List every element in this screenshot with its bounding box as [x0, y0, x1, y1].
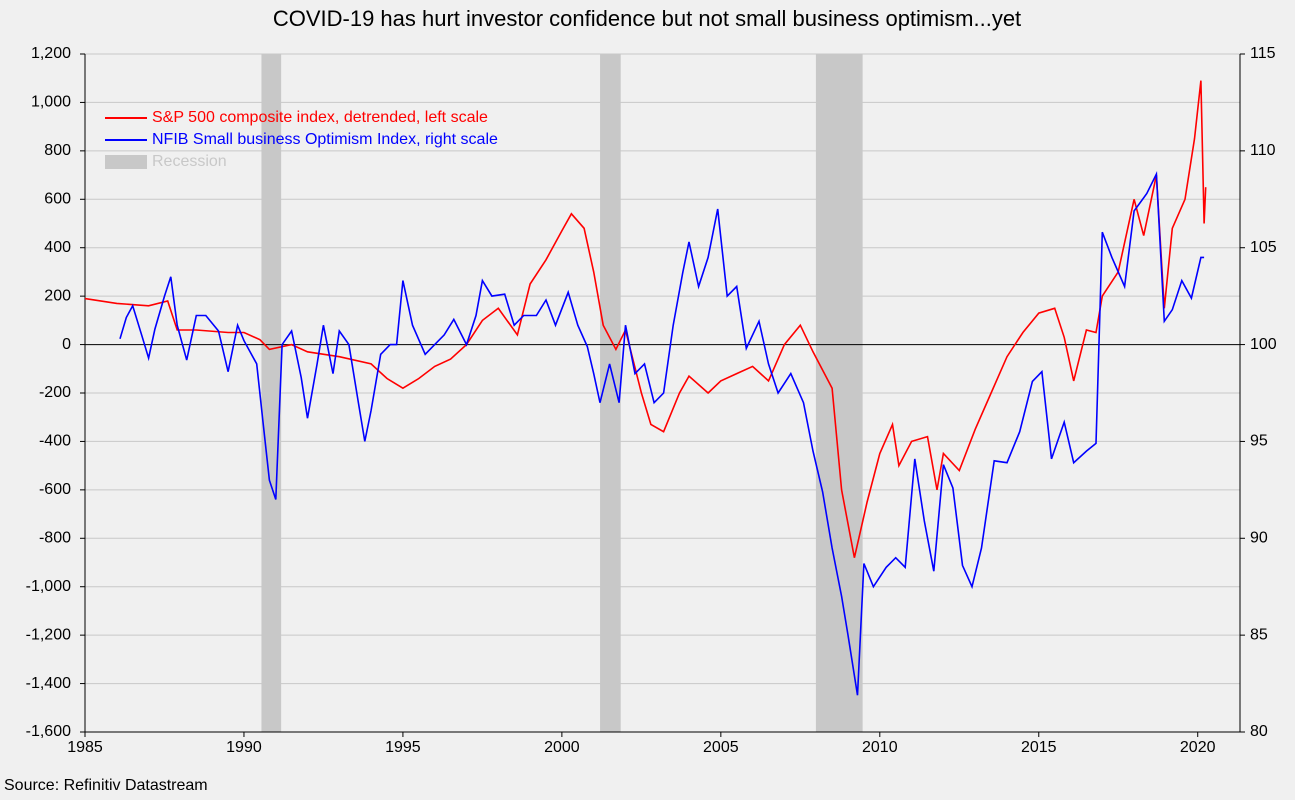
- series-line: [84, 80, 1207, 558]
- y-tick-label: 1,200: [31, 45, 71, 62]
- legend-label: Recession: [152, 153, 227, 170]
- plot-frame: [84, 54, 1241, 733]
- y-tick-label: -800: [39, 530, 71, 547]
- source-note: Source: Refinitiv Datastream: [4, 777, 208, 794]
- y-tick-label: 800: [44, 142, 71, 159]
- y-tick-label: -1,400: [26, 675, 71, 692]
- y-tick-label: -600: [39, 481, 71, 498]
- y-tick-label: -1,000: [26, 578, 71, 595]
- x-tick-label: 1995: [385, 739, 421, 756]
- x-tick-label: 2020: [1180, 739, 1216, 756]
- y2-tick-label: 90: [1250, 530, 1268, 547]
- x-tick-label: 2005: [703, 739, 739, 756]
- x-tick-label: 2010: [862, 739, 898, 756]
- series-line: [119, 171, 1205, 696]
- x-tick-label: 1990: [226, 739, 262, 756]
- y-tick-label: -1,600: [26, 723, 71, 740]
- chart-title: COVID-19 has hurt investor confidence bu…: [273, 6, 1021, 31]
- y-tick-label: -400: [39, 433, 71, 450]
- x-tick-label: 2000: [544, 739, 580, 756]
- y2-tick-label: 80: [1250, 723, 1268, 740]
- y2-tick-label: 85: [1250, 626, 1268, 643]
- y2-tick-label: 105: [1250, 239, 1277, 256]
- y2-tick-label: 110: [1250, 142, 1276, 159]
- y-tick-label: -1,200: [26, 626, 71, 643]
- y2-tick-label: 100: [1250, 336, 1277, 353]
- y-tick-label: 1,000: [31, 94, 71, 111]
- y-tick-label: 600: [44, 191, 71, 208]
- legend-label: S&P 500 composite index, detrended, left…: [152, 109, 488, 126]
- y-tick-label: 400: [44, 239, 71, 256]
- legend-label: NFIB Small business Optimism Index, righ…: [152, 131, 498, 148]
- y-tick-label: -200: [39, 384, 71, 401]
- x-tick-label: 1985: [67, 739, 103, 756]
- legend-swatch: [105, 155, 147, 169]
- y2-tick-label: 95: [1250, 433, 1268, 450]
- x-tick-label: 2015: [1021, 739, 1057, 756]
- y-tick-label: 0: [62, 336, 71, 353]
- y2-tick-label: 115: [1250, 45, 1276, 62]
- y-tick-label: 200: [44, 287, 71, 304]
